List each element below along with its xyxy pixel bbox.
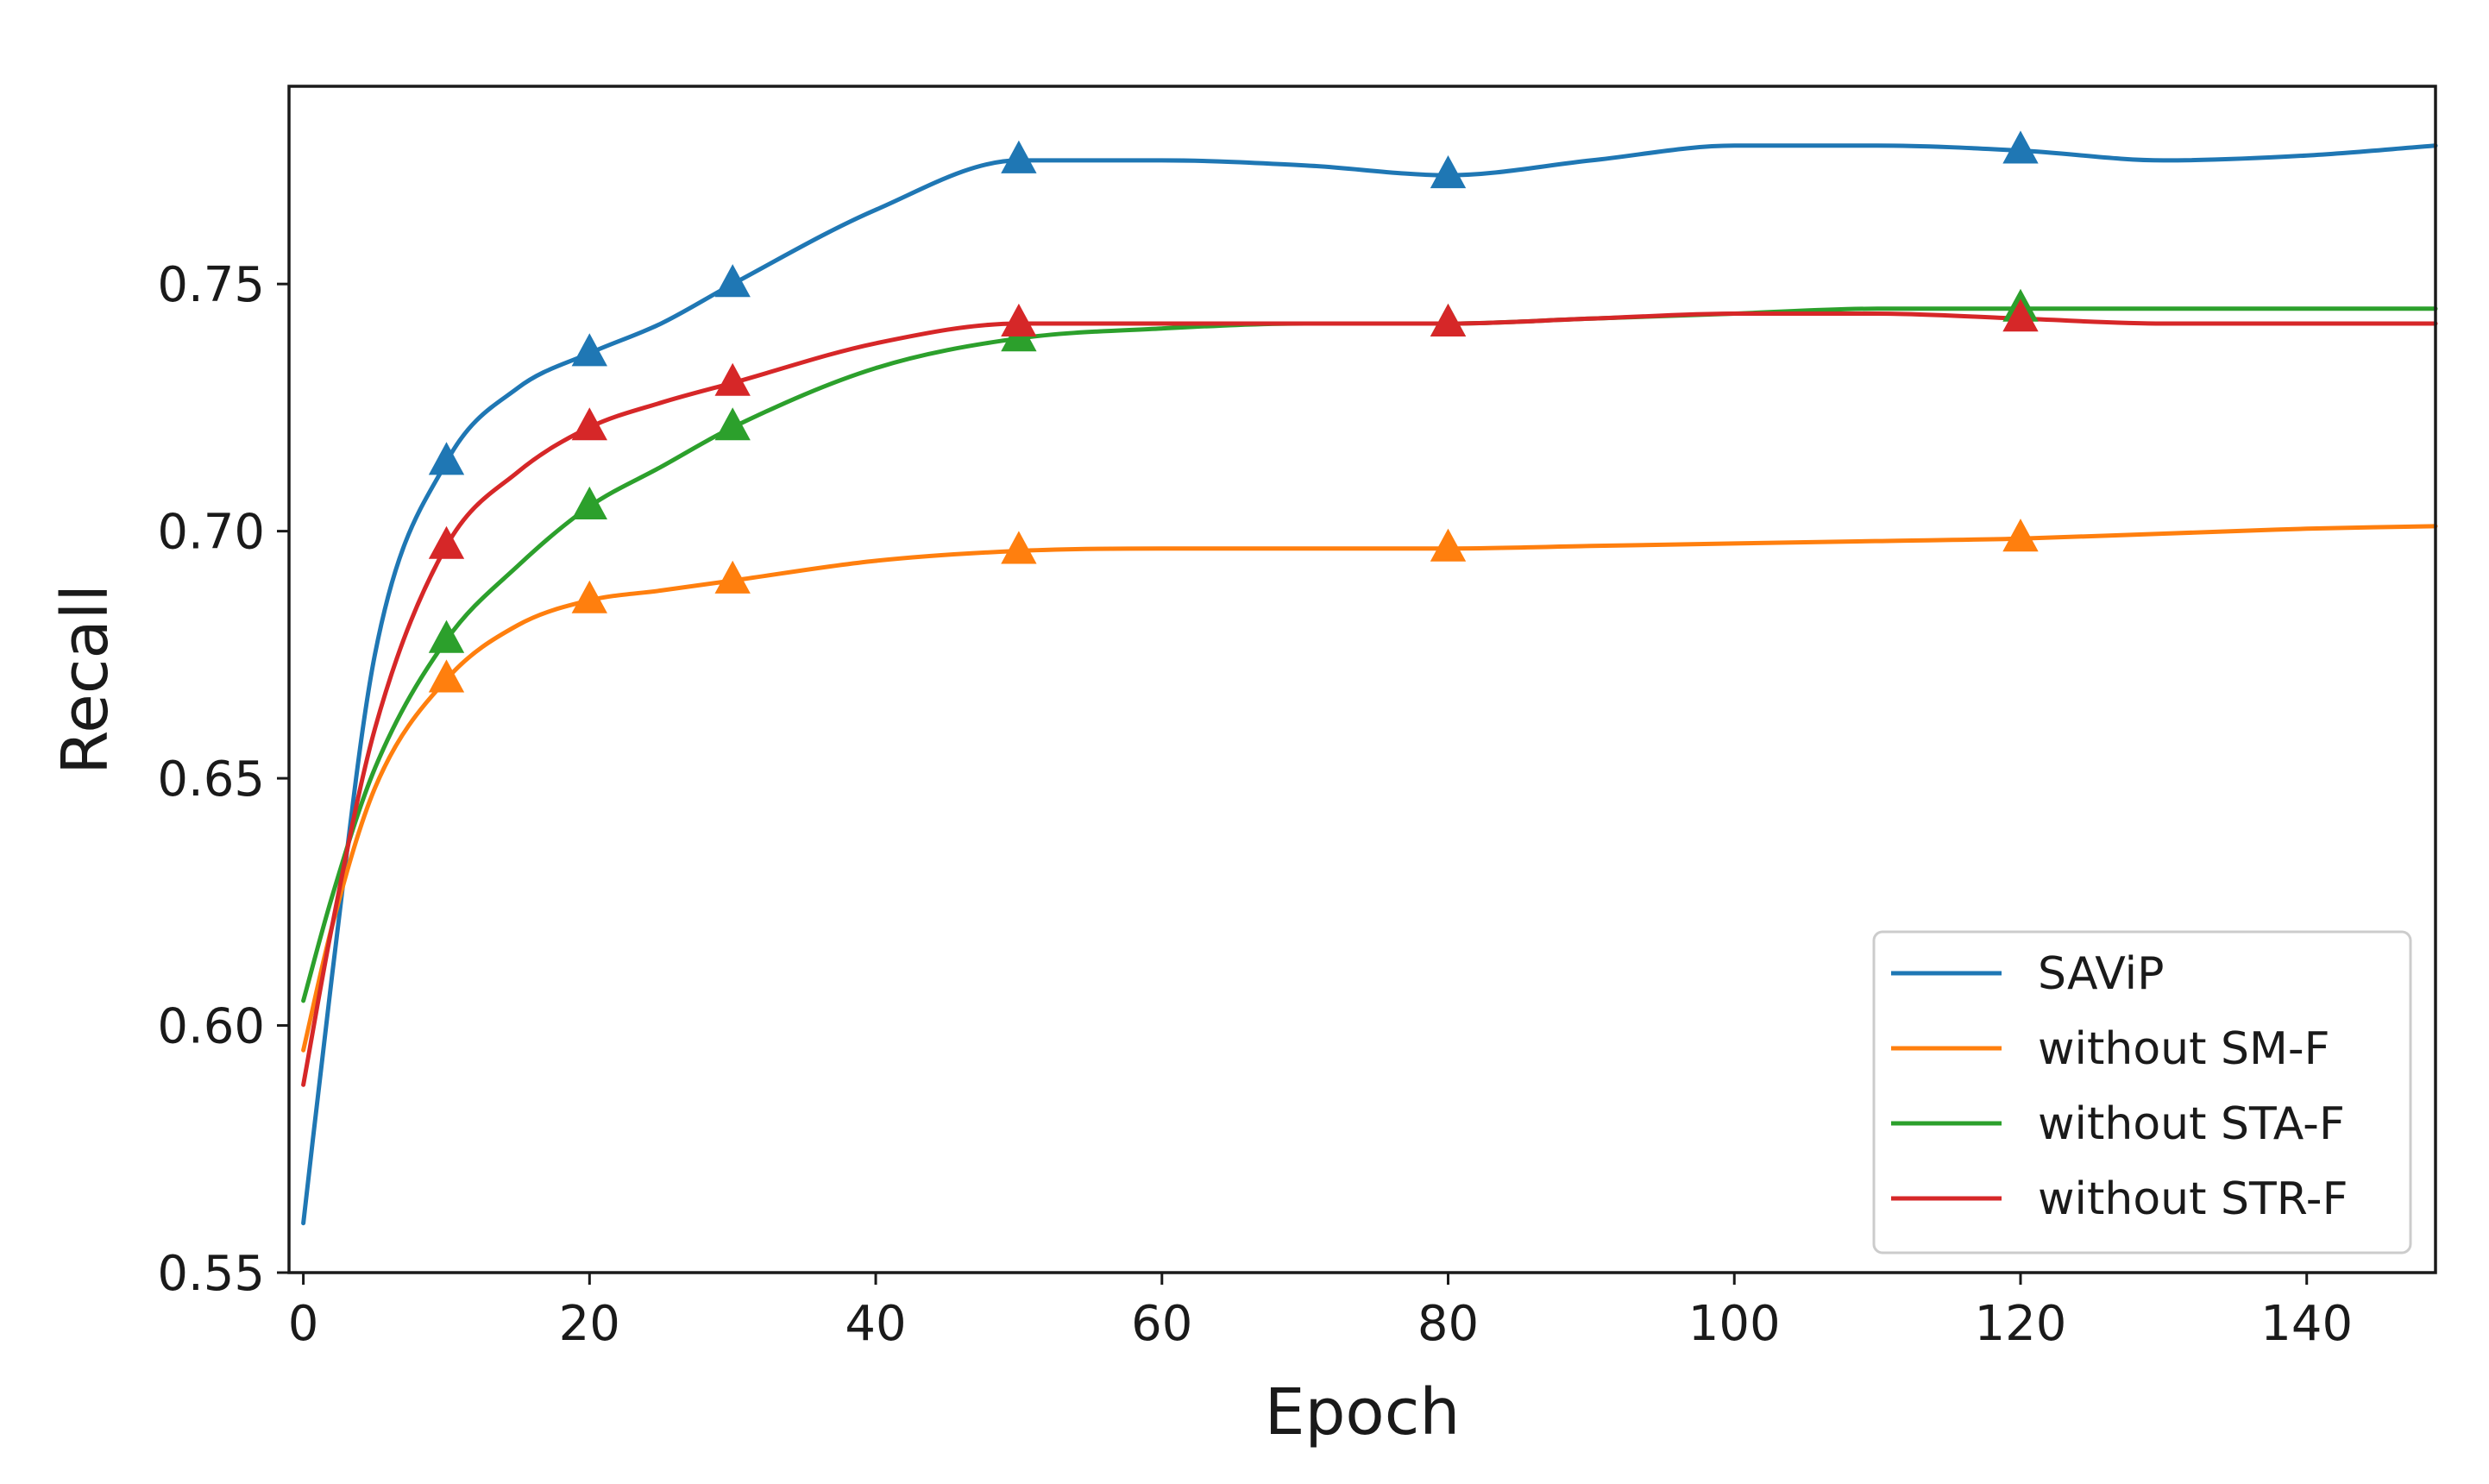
- x-tick-label-80: 80: [1417, 1296, 1479, 1352]
- marker-series-3-epoch-10: [428, 525, 465, 559]
- legend-label-1: without SM-F: [2038, 1023, 2330, 1075]
- ticks-group: 0 20 40 60 80 100 120 140 0.55 0.60 0.65 0.70 0.75: [157, 257, 2353, 1352]
- marker-series-0-epoch-30: [714, 264, 751, 298]
- x-tick-label-0: 0: [288, 1296, 319, 1352]
- legend-label-2: without STA-F: [2038, 1098, 2345, 1150]
- marker-series-1-epoch-120: [2002, 519, 2039, 552]
- y-tick-label-0.55: 0.55: [157, 1246, 265, 1302]
- x-tick-label-120: 120: [1975, 1296, 2067, 1352]
- x-tick-label-140: 140: [2260, 1296, 2353, 1352]
- marker-series-3-epoch-30: [714, 362, 751, 396]
- x-tick-label-60: 60: [1131, 1296, 1192, 1352]
- axes-border: [287, 85, 2437, 1274]
- marker-series-3-epoch-120: [2002, 299, 2039, 332]
- x-axis-title: Epoch: [1265, 1375, 1461, 1449]
- marker-series-1-epoch-80: [1430, 528, 1467, 562]
- marker-series-2-epoch-20: [571, 486, 607, 519]
- marker-series-0-epoch-10: [428, 442, 465, 475]
- legend-label-3: without STR-F: [2038, 1173, 2348, 1225]
- legend-label-0: SAViP: [2038, 948, 2164, 1000]
- x-tick-label-40: 40: [845, 1296, 906, 1352]
- marker-series-3-epoch-80: [1430, 303, 1467, 336]
- y-tick-label-0.60: 0.60: [157, 999, 265, 1055]
- legend-box: [1872, 930, 2412, 1254]
- y-tick-label-0.65: 0.65: [157, 751, 265, 808]
- marker-series-1-epoch-50: [1001, 531, 1037, 564]
- legend: SAViP without SM-F without STA-F without ST…: [1872, 930, 2412, 1254]
- marker-series-3-epoch-20: [571, 407, 607, 441]
- marker-series-0-epoch-50: [1001, 140, 1037, 173]
- x-tick-label-20: 20: [559, 1296, 620, 1352]
- marker-series-1-epoch-10: [428, 659, 465, 693]
- marker-series-0-epoch-80: [1430, 155, 1467, 189]
- marker-series-0-epoch-120: [2002, 130, 2039, 164]
- marker-series-3-epoch-50: [1001, 303, 1037, 336]
- marker-series-1-epoch-20: [571, 580, 607, 613]
- marker-series-2-epoch-30: [714, 407, 751, 441]
- axes-frame: [287, 85, 2437, 1274]
- marker-series-0-epoch-20: [571, 333, 607, 367]
- y-tick-label-0.70: 0.70: [157, 505, 265, 561]
- marker-series-1-epoch-30: [714, 560, 751, 594]
- x-tick-label-100: 100: [1688, 1296, 1781, 1352]
- series-line-0: [301, 143, 2438, 1226]
- marker-series-2-epoch-10: [428, 619, 465, 653]
- series-group: [301, 130, 2438, 1226]
- y-tick-label-0.75: 0.75: [157, 257, 265, 313]
- y-axis-title: Recall: [48, 584, 123, 775]
